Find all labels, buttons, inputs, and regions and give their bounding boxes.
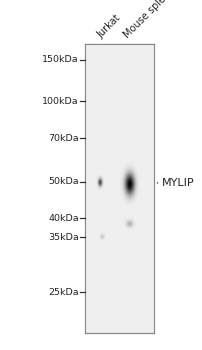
Text: 50kDa: 50kDa bbox=[48, 177, 79, 186]
Text: 150kDa: 150kDa bbox=[42, 55, 79, 64]
Text: MYLIP: MYLIP bbox=[162, 178, 194, 188]
Text: Mouse spleen: Mouse spleen bbox=[122, 0, 177, 40]
Bar bbox=[85, 44, 154, 332]
Text: 35kDa: 35kDa bbox=[48, 233, 79, 242]
Text: 25kDa: 25kDa bbox=[48, 288, 79, 296]
Text: Jurkat: Jurkat bbox=[95, 13, 122, 40]
Text: 100kDa: 100kDa bbox=[42, 97, 79, 106]
Text: 40kDa: 40kDa bbox=[48, 214, 79, 223]
Text: 70kDa: 70kDa bbox=[48, 134, 79, 143]
